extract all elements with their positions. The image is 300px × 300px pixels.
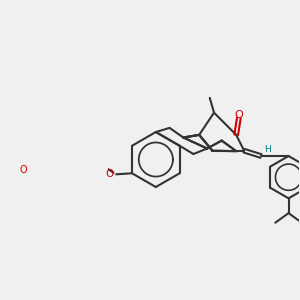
Text: O: O — [106, 169, 114, 179]
Text: O: O — [20, 165, 27, 175]
Text: O: O — [235, 110, 243, 120]
Text: H: H — [264, 145, 271, 154]
